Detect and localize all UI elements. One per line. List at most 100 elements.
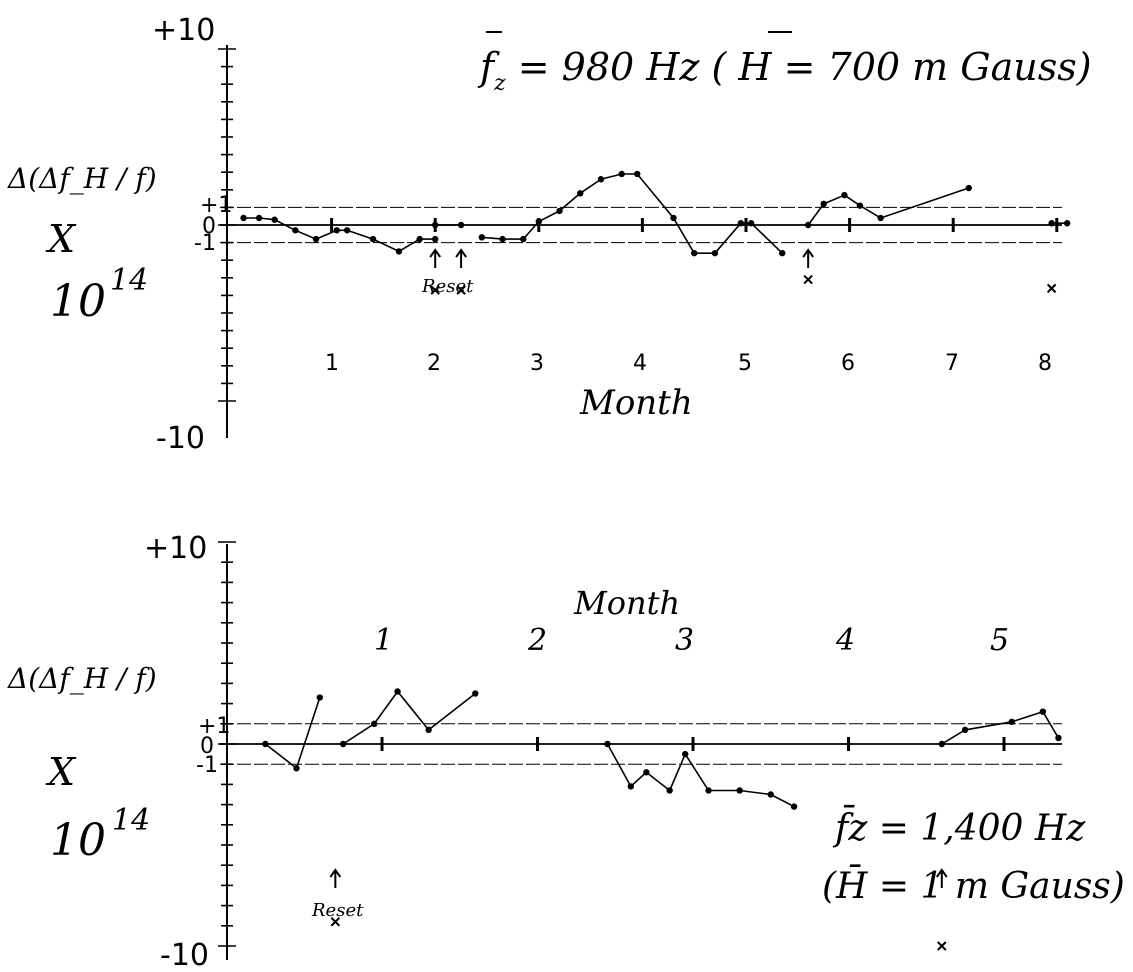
top-data-point xyxy=(747,220,755,227)
bottom-ytick-zero: 0 xyxy=(200,734,214,759)
top-data-point xyxy=(1063,220,1071,227)
bottom-data-point xyxy=(1039,708,1047,715)
bottom-reset-arrow-head xyxy=(935,868,948,878)
top-data-point xyxy=(271,216,278,223)
bottom-data-point xyxy=(790,803,798,810)
top-month-label: 5 xyxy=(738,351,752,376)
top-data-point xyxy=(416,235,423,243)
top-data-point xyxy=(457,221,465,229)
top-series xyxy=(240,170,1071,257)
bottom-data-point xyxy=(262,740,269,748)
bottom-data-point xyxy=(371,720,378,727)
top-month-label: 3 xyxy=(530,351,544,376)
top-data-point xyxy=(432,221,439,229)
top-header-text: fz = 980 Hz ( H = 700 m Gauss) xyxy=(477,45,1092,96)
bottom-data-point xyxy=(339,740,347,748)
top-ytick-plus-one: +1 xyxy=(200,193,232,218)
top-ytick-minus-one: -1 xyxy=(194,231,216,256)
top-data-point xyxy=(779,249,786,257)
bottom-month-label: 5 xyxy=(990,623,1009,658)
bottom-data-point xyxy=(767,791,774,798)
bottom-ylabel-line2: X xyxy=(45,750,77,794)
top-reset-arrow-head xyxy=(429,248,442,258)
top-month-label: 4 xyxy=(633,351,647,376)
bottom-chart: +10 -10 +1 0 -1 Month 1 2 3 4 5 Δ(Δf_H /… xyxy=(7,531,1125,972)
bottom-month-label: 1 xyxy=(374,623,393,658)
top-data-point xyxy=(395,248,403,255)
top-header-eq: = 980 Hz ( xyxy=(506,45,739,89)
top-series-line xyxy=(481,173,783,254)
top-month-label: 1 xyxy=(325,351,339,376)
bottom-ytick-minus-one: -1 xyxy=(196,753,218,778)
top-data-point xyxy=(520,235,527,243)
bottom-reset-arrow-head xyxy=(329,868,342,878)
top-series-line xyxy=(243,217,436,253)
bottom-month-labels: 1 2 3 4 5 xyxy=(374,623,1009,658)
top-ylabel-line3: 10 xyxy=(50,276,106,327)
top-data-point xyxy=(292,227,299,234)
top-x-marker xyxy=(803,274,813,285)
top-data-point xyxy=(577,190,584,197)
bottom-reset-label: Reset xyxy=(311,900,364,921)
bottom-data-point xyxy=(472,690,479,697)
bottom-y-axis xyxy=(218,541,236,960)
bottom-data-point xyxy=(394,688,401,695)
top-ylabel-line1: Δ(Δf_H / f) xyxy=(7,162,157,195)
top-month-label: 2 xyxy=(427,351,441,376)
top-x-axis-title: Month xyxy=(579,383,693,423)
top-data-point xyxy=(597,176,605,183)
top-data-point xyxy=(711,249,719,257)
top-data-point xyxy=(1048,220,1055,227)
bottom-x-marker xyxy=(937,941,947,951)
top-data-point xyxy=(856,202,864,209)
bottom-reset-markers xyxy=(329,868,948,951)
top-reset-label: Reset xyxy=(421,276,474,297)
bottom-month-label: 3 xyxy=(675,623,694,658)
top-data-point xyxy=(343,227,351,234)
top-data-point xyxy=(820,200,827,208)
top-y-axis xyxy=(218,45,236,438)
bottom-series xyxy=(262,688,1062,810)
top-reset-markers xyxy=(429,248,1057,295)
bottom-data-point xyxy=(604,740,611,748)
bottom-month-label: 2 xyxy=(527,623,547,658)
top-data-point xyxy=(877,214,884,222)
bottom-data-point xyxy=(293,765,300,772)
top-reference-lines xyxy=(220,206,1062,244)
bottom-header: f̄z = 1,400 Hz (H̄ = 1 m Gauss) xyxy=(822,805,1125,907)
top-data-point xyxy=(369,235,377,243)
top-month-label: 6 xyxy=(841,351,855,376)
top-data-point xyxy=(556,207,563,215)
bottom-data-point xyxy=(1008,718,1015,725)
top-reset-arrow-head xyxy=(802,248,814,258)
top-reset-arrow-head xyxy=(455,248,467,258)
top-month-label: 7 xyxy=(945,351,959,376)
top-data-point xyxy=(312,235,320,243)
top-series-line xyxy=(807,187,969,226)
top-data-point xyxy=(965,184,972,192)
top-x-marker xyxy=(456,285,466,295)
top-month-labels: 1 2 3 4 5 6 7 8 xyxy=(325,351,1052,376)
top-data-point xyxy=(240,214,247,222)
top-header-h: H xyxy=(737,45,772,89)
bottom-ylabel-line3: 10 xyxy=(50,815,106,866)
bottom-data-point xyxy=(666,787,673,794)
top-x-marker xyxy=(430,285,440,295)
top-data-point xyxy=(478,234,486,241)
bottom-data-point xyxy=(643,769,650,776)
bottom-series-line xyxy=(941,710,1060,745)
top-month-label: 8 xyxy=(1038,351,1052,376)
top-header-h-rest: = 700 m Gauss) xyxy=(772,45,1092,89)
bottom-data-point xyxy=(627,783,634,790)
top-data-point xyxy=(432,235,439,243)
top-ytick-top: +10 xyxy=(152,13,215,48)
bottom-data-point xyxy=(938,740,945,748)
bottom-data-point xyxy=(705,787,712,794)
bottom-y-axis-title: Δ(Δf_H / f) X 10 14 xyxy=(7,662,157,866)
bottom-ytick-plus-one: +1 xyxy=(198,714,230,739)
bottom-data-point xyxy=(961,726,969,734)
bottom-data-point xyxy=(425,726,432,734)
bottom-reference-lines xyxy=(220,723,1062,765)
bottom-ytick-bottom: -10 xyxy=(160,938,209,972)
